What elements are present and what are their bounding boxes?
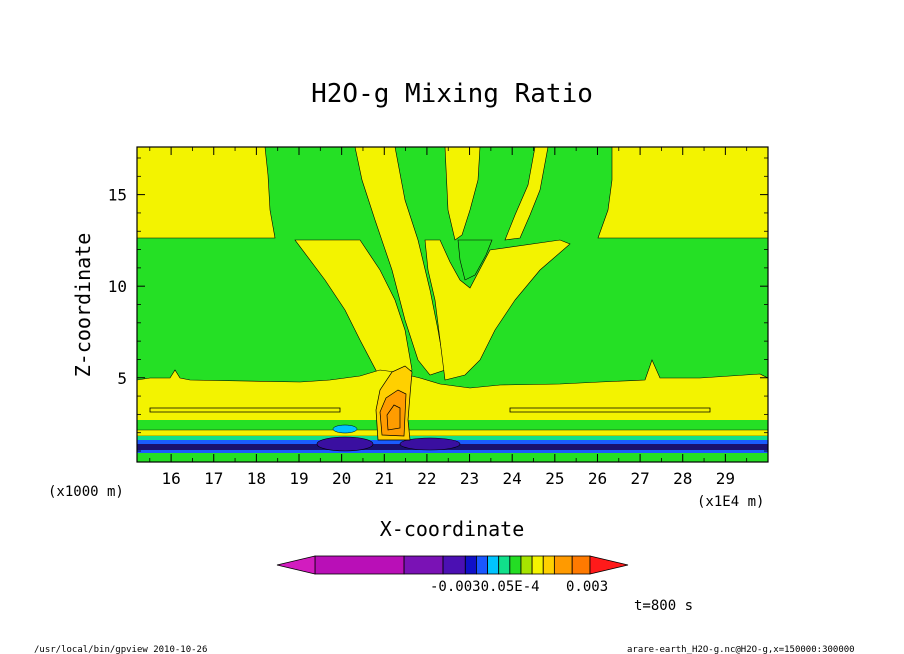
x-tick-label: 21 [375,469,394,488]
colorbar-segment [498,555,511,575]
contour-line [509,407,711,413]
contour-blob-navy [316,436,374,452]
colorbar-segment [531,555,544,575]
colorbar-segment [571,555,591,575]
colorbar-arrow-left [276,555,316,575]
colorbar-segment [476,555,488,575]
x-tick-label: 28 [673,469,692,488]
contour-band-teal [137,436,768,440]
colorbar-label-left: -0.0030.05E-4 [430,579,540,595]
x-tick-label: 20 [332,469,351,488]
time-label: t=800 s [634,598,693,614]
contour-band-yellow [137,147,276,239]
contour-band-yellow [444,147,481,241]
y-axis-label: Z-coordinate [71,233,95,378]
contour-band-yellow [137,429,768,437]
x-tick-label: 26 [588,469,607,488]
y-axis: 5 10 15 [108,157,768,452]
contour-band-yellow [504,147,549,241]
contour-island-green [457,239,493,281]
y-tick-label: 15 [108,186,127,205]
colorbar-segment [509,555,522,575]
colorbar-segment [314,555,405,575]
colorbar-segment [464,555,477,575]
contour-line [149,407,341,413]
contour-field [137,147,768,462]
contour-plume-core [386,404,401,431]
x-axis: 16 17 18 19 20 21 22 23 24 25 26 27 28 29 [149,147,748,488]
contour-band-yellow [597,147,768,239]
x-unit-left: (x1000 m) [48,484,124,500]
x-tick-label: 17 [204,469,223,488]
x-tick-label: 27 [630,469,649,488]
colorbar-label-right: 0.003 [566,579,608,595]
footer-left: /usr/local/bin/gpview 2010-10-26 [34,645,207,654]
contour-band-green [137,453,768,462]
x-tick-label: 16 [161,469,180,488]
colorbar-segment [442,555,466,575]
x-tick-label: 23 [460,469,479,488]
x-tick-label: 19 [289,469,308,488]
colorbar-arrow-right [589,555,629,575]
y-tick-label: 5 [117,369,127,388]
x-unit-right: (x1E4 m) [697,494,764,510]
colorbar-segment [542,555,555,575]
x-axis-label: X-coordinate [380,517,525,541]
contour-blob-cyan [332,424,358,434]
contour-band-yellow [354,147,446,376]
footer-right: arare-earth_H2O-g.nc@H2O-g,x=150000:3000… [627,645,855,654]
colorbar-segment [487,555,500,575]
x-tick-label: 25 [545,469,564,488]
colorbar-segment [520,555,533,575]
x-tick-label: 24 [503,469,522,488]
contour-band-blue [137,450,768,453]
x-tick-label: 18 [247,469,266,488]
colorbar-segment [403,555,444,575]
x-tick-label: 22 [417,469,436,488]
colorbar-segment [553,555,573,575]
colorbar [276,555,629,575]
contour-band-yellow [424,239,571,381]
x-tick-label: 29 [716,469,735,488]
contour-blob-navy [399,437,461,451]
chart-title: H2O-g Mixing Ratio [311,79,593,109]
y-tick-label: 10 [108,277,127,296]
contour-band-green [137,420,768,430]
